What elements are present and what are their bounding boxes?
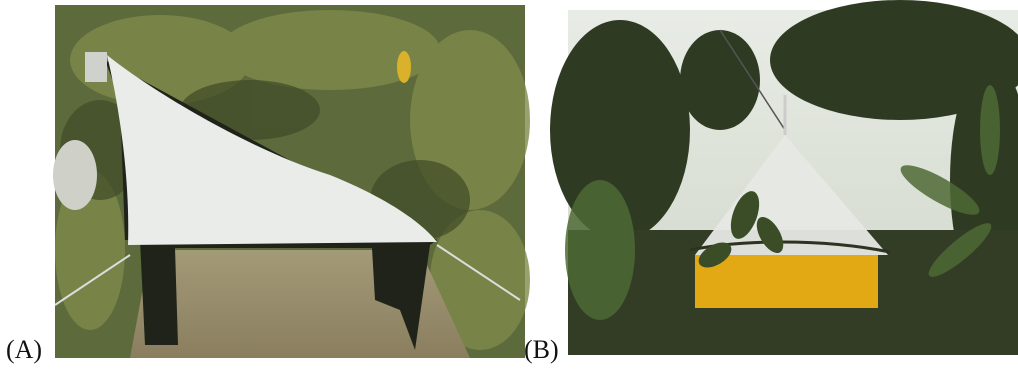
white-object xyxy=(53,140,97,210)
photo-a xyxy=(53,5,530,358)
photo-b xyxy=(550,0,1018,355)
trap-yellow-base xyxy=(695,255,878,308)
trap-tie xyxy=(85,52,107,82)
figure: (A) (B) xyxy=(0,0,1018,366)
yellow-leaf xyxy=(397,51,411,83)
page: {"panels": [{"label": "(A)"}, {"label": … xyxy=(0,0,1018,366)
panel-label: (B) xyxy=(524,335,559,364)
panel-label: (A) xyxy=(6,335,42,364)
